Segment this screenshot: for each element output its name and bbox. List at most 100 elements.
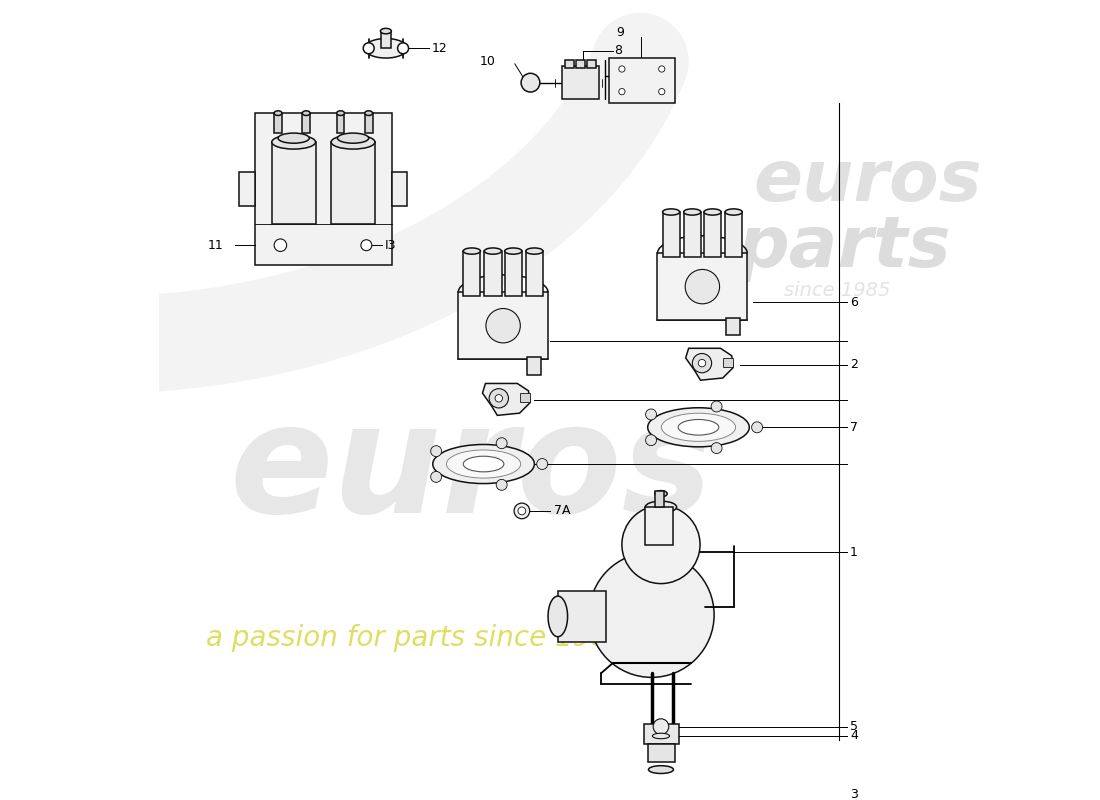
Text: 6: 6	[850, 296, 858, 309]
Circle shape	[711, 401, 722, 412]
Ellipse shape	[272, 135, 316, 149]
Circle shape	[619, 89, 625, 94]
Bar	[240, 172, 255, 206]
Bar	[459, 293, 548, 359]
Ellipse shape	[704, 209, 722, 215]
Text: 8: 8	[614, 44, 623, 57]
Ellipse shape	[648, 408, 749, 447]
Circle shape	[692, 354, 712, 373]
Bar	[274, 113, 282, 133]
Bar	[658, 254, 747, 320]
Text: since 1985: since 1985	[784, 281, 891, 300]
Text: I3: I3	[384, 238, 396, 252]
Bar	[463, 251, 481, 296]
Ellipse shape	[278, 133, 309, 143]
Text: 5: 5	[850, 720, 858, 733]
Bar	[644, 724, 679, 744]
Circle shape	[495, 394, 503, 402]
Circle shape	[685, 270, 719, 304]
Circle shape	[646, 434, 657, 446]
Bar	[723, 358, 734, 367]
Ellipse shape	[338, 133, 368, 143]
Circle shape	[431, 471, 441, 482]
Circle shape	[621, 506, 700, 583]
Text: 11: 11	[208, 238, 224, 252]
Circle shape	[653, 718, 669, 734]
Circle shape	[518, 507, 526, 515]
Ellipse shape	[662, 209, 680, 215]
Bar	[526, 251, 543, 296]
Bar	[392, 172, 407, 206]
Circle shape	[619, 66, 625, 72]
Ellipse shape	[463, 456, 504, 472]
Ellipse shape	[649, 766, 673, 774]
Bar	[519, 393, 530, 402]
Ellipse shape	[274, 110, 282, 115]
Ellipse shape	[302, 110, 310, 115]
Circle shape	[537, 458, 548, 470]
Text: 7A: 7A	[554, 505, 571, 518]
Bar	[337, 113, 344, 133]
Ellipse shape	[642, 788, 680, 800]
Bar	[683, 212, 701, 258]
Bar	[527, 358, 540, 374]
Text: euros: euros	[754, 146, 982, 216]
Bar	[725, 212, 742, 258]
Circle shape	[274, 239, 287, 251]
Ellipse shape	[337, 110, 344, 115]
Circle shape	[521, 74, 540, 92]
Text: a passion for parts since 1985: a passion for parts since 1985	[206, 624, 626, 652]
Text: 9: 9	[616, 26, 625, 39]
Ellipse shape	[683, 209, 701, 215]
Text: 4: 4	[850, 730, 858, 742]
Ellipse shape	[381, 28, 392, 34]
Bar	[562, 66, 600, 99]
Ellipse shape	[505, 248, 521, 254]
Bar	[272, 142, 316, 224]
Ellipse shape	[661, 414, 736, 442]
Text: 12: 12	[431, 42, 447, 54]
Circle shape	[646, 409, 657, 420]
Ellipse shape	[484, 248, 502, 254]
Circle shape	[514, 503, 530, 518]
Ellipse shape	[365, 110, 373, 115]
Bar	[575, 60, 585, 68]
Bar	[365, 113, 373, 133]
Circle shape	[397, 43, 408, 54]
Bar	[302, 113, 310, 133]
Ellipse shape	[646, 501, 676, 513]
Ellipse shape	[526, 248, 543, 254]
Text: 1: 1	[850, 546, 858, 559]
Text: euros: euros	[230, 396, 713, 545]
Bar	[558, 591, 606, 642]
Circle shape	[361, 240, 372, 250]
Circle shape	[698, 359, 706, 367]
Ellipse shape	[654, 490, 668, 497]
Bar	[484, 251, 502, 296]
Ellipse shape	[725, 209, 742, 215]
Circle shape	[486, 309, 520, 343]
Text: 10: 10	[480, 55, 495, 68]
Bar	[564, 60, 574, 68]
Ellipse shape	[331, 135, 375, 149]
Text: 2: 2	[850, 358, 858, 371]
Circle shape	[711, 442, 722, 454]
Bar	[662, 212, 680, 258]
Circle shape	[590, 552, 714, 678]
Ellipse shape	[432, 445, 535, 483]
Bar	[654, 491, 664, 507]
Polygon shape	[685, 348, 734, 380]
Circle shape	[431, 446, 441, 457]
Bar	[382, 31, 390, 48]
Circle shape	[496, 479, 507, 490]
Bar	[648, 744, 675, 762]
Ellipse shape	[548, 596, 568, 637]
Ellipse shape	[463, 248, 481, 254]
Text: parts: parts	[738, 213, 952, 282]
Polygon shape	[483, 383, 530, 415]
Ellipse shape	[364, 38, 407, 58]
Text: 3: 3	[850, 788, 858, 800]
Bar	[704, 212, 722, 258]
Bar	[608, 58, 675, 103]
Circle shape	[496, 438, 507, 449]
